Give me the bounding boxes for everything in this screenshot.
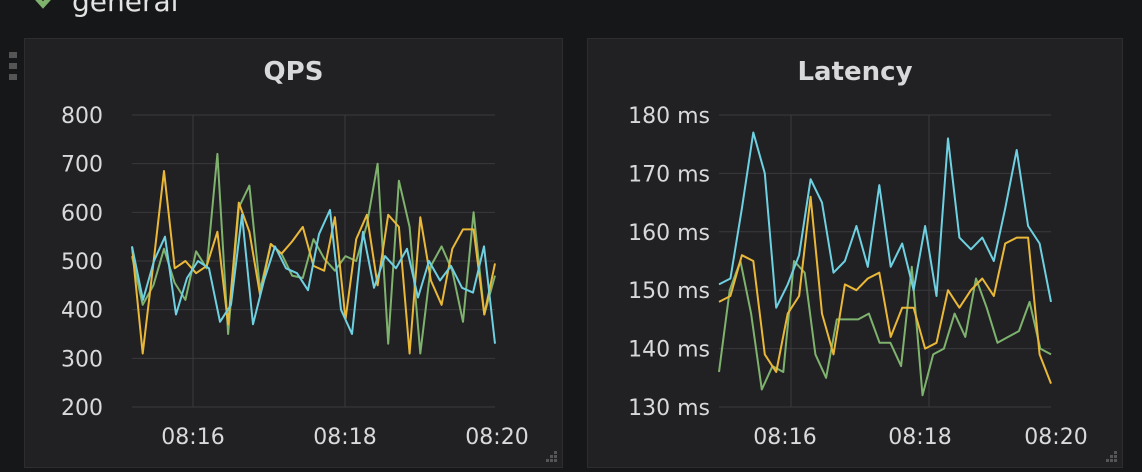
y-tick-label: 800 <box>61 104 103 129</box>
chevron-down-icon[interactable] <box>30 0 56 11</box>
x-tick-label: 08:18 <box>313 425 376 450</box>
series-line-2 <box>131 208 496 344</box>
y-tick-label: 400 <box>61 299 103 324</box>
y-tick-label: 700 <box>61 153 103 178</box>
series-line-1 <box>718 195 1052 384</box>
y-tick-label: 300 <box>61 347 103 372</box>
resize-handle-icon[interactable] <box>1104 449 1118 463</box>
resize-handle-icon[interactable] <box>544 449 558 463</box>
drag-handle-icon[interactable] <box>6 50 20 84</box>
latency-chart: 180 ms 170 ms 160 ms 150 ms 140 ms 130 ms 08:1… <box>628 104 1088 450</box>
panel-title: QPS <box>263 57 324 87</box>
series-line-0 <box>131 152 496 355</box>
qps-panel[interactable]: QPS 800 700 600 500 400 300 200 08:16 08:18 08:20 <box>24 38 563 468</box>
y-tick-label: 170 ms <box>628 162 710 187</box>
x-tick-label: 08:20 <box>1024 425 1087 450</box>
y-tick-label: 500 <box>61 250 103 275</box>
y-tick-label: 150 ms <box>628 279 710 304</box>
y-tick-label: 140 ms <box>628 338 710 363</box>
panel-title: Latency <box>797 57 913 87</box>
series-line-2 <box>718 131 1052 309</box>
x-tick-label: 08:16 <box>753 425 816 450</box>
row-title: general <box>72 0 179 18</box>
x-tick-label: 08:18 <box>888 425 951 450</box>
row-header[interactable]: general <box>30 0 179 18</box>
y-tick-label: 600 <box>61 201 103 226</box>
latency-panel[interactable]: Latency 180 ms 170 ms 160 ms 150 ms 140 ms 13… <box>587 38 1123 468</box>
qps-chart: 800 700 600 500 400 300 200 08:16 08:18 08:20 <box>61 104 529 450</box>
series-line-0 <box>718 260 1052 397</box>
y-tick-label: 130 ms <box>628 396 710 421</box>
y-tick-label: 200 <box>61 396 103 421</box>
y-tick-label: 180 ms <box>628 104 710 129</box>
x-tick-label: 08:16 <box>161 425 224 450</box>
y-tick-label: 160 ms <box>628 221 710 246</box>
x-tick-label: 08:20 <box>465 425 528 450</box>
